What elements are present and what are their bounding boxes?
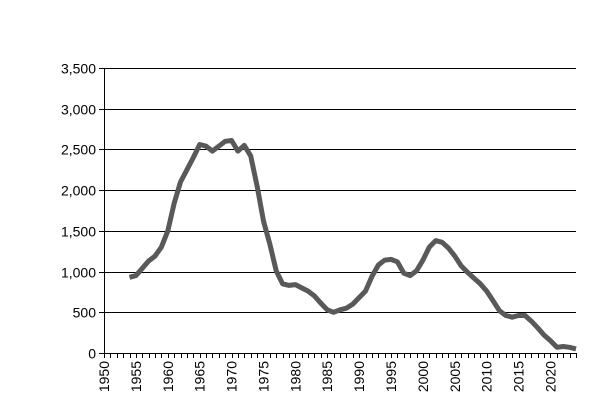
y-tick-label: 3,500 [61,61,96,77]
x-tick-label: 1990 [351,361,367,392]
axes [99,68,577,358]
y-tick-label: 2,000 [61,183,96,199]
y-tick-label: 2,500 [61,142,96,158]
x-tick-label: 2020 [542,361,558,392]
gridlines [104,68,576,313]
x-tick-label: 1985 [319,361,335,392]
x-tick-label: 2005 [447,361,463,392]
series-layer [128,138,577,352]
x-tick-label: 1965 [192,361,208,392]
y-tick-label: 500 [73,305,97,321]
y-tick-label: 1,000 [61,265,96,281]
x-tick-label: 1995 [383,361,399,392]
y-tick-label: 0 [88,346,96,362]
x-tick-label: 2015 [511,361,527,392]
x-tick-label: 1950 [96,361,112,392]
series-line-0 [128,138,577,352]
x-tick-label: 1980 [287,361,303,392]
x-tick-label: 2010 [479,361,495,392]
x-tick-label: 1975 [255,361,271,392]
y-tick-label: 1,500 [61,224,96,240]
tick-labels: 0 500 1,000 1,500 2,000 2,500 3,000 3,500 1950 19… [61,61,559,393]
x-tick-label: 1960 [160,361,176,392]
x-tick-label: 1970 [224,361,240,392]
x-tick-label: 2000 [415,361,431,392]
x-tick-label: 1955 [128,361,144,392]
y-tick-label: 3,000 [61,102,96,118]
